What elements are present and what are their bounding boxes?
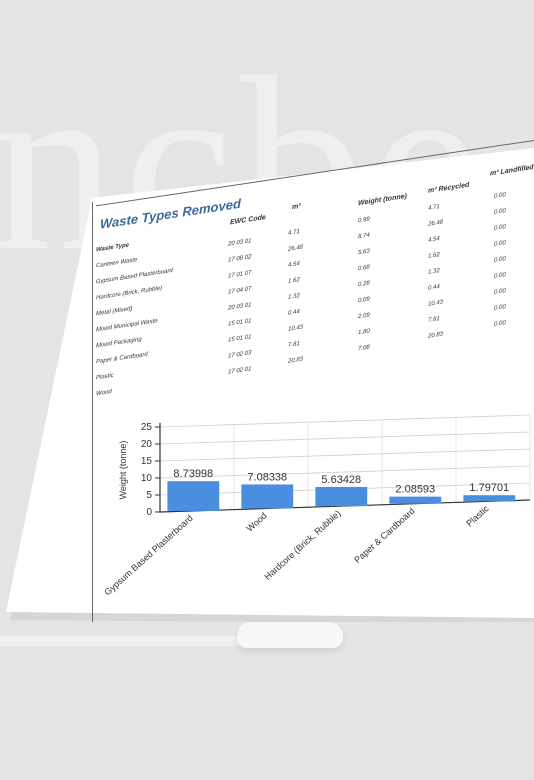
weight-cell: 0.99 [358,216,370,225]
ewc-code-cell: 17 04 07 [228,286,252,296]
waste-type-list: Waste Type Canteen Waste Gypsum Based Pl… [96,236,173,407]
m3-cell: 4.54 [288,260,300,269]
recycled-cell: 4.54 [428,236,440,244]
recycled-cell: 20.83 [428,331,444,340]
m3-cell: 10.43 [288,324,304,333]
ewc-code-cell: 15 01 01 [228,334,252,344]
ewc-code-cell: 17 02 01 [228,366,252,376]
grid-line [159,414,531,428]
x-category-label: Plastic [464,503,491,529]
y-tick-label: 5 [146,490,152,501]
monitor-stand-shadow [0,636,240,646]
chart-bar [315,486,368,507]
recycled-cell: 7.81 [428,316,440,324]
landfilled-cell: 0.00 [494,288,506,296]
landfilled-cell: 0.00 [494,320,506,328]
bar-data-label: 8.73998 [173,468,213,480]
recycled-cell: 4.71 [428,204,440,212]
x-category-label: Hardcore (Brick, Rubble) [262,508,342,582]
header-landfilled: m³ Landfilled [490,164,534,178]
chart-bar [241,484,294,509]
landfilled-cell: 0.00 [494,272,506,280]
document-left-rule [92,201,93,622]
recycled-cell: 10.43 [428,299,444,308]
landfilled-cell: 0.00 [494,240,506,248]
recycled-cell: 26.48 [428,219,444,228]
header-ewc-code: EWC Code [230,214,266,227]
weight-cell: 8.74 [358,232,370,241]
y-axis-label: Weight (tonne) [118,441,128,500]
ewc-code-cell: 17 01 07 [228,270,252,280]
landfilled-cell: 0.00 [494,224,506,232]
y-tick-label: 25 [141,422,153,433]
grid-line [159,465,531,479]
weight-cell: 0.09 [358,296,370,305]
m3-cell: 4.71 [288,228,300,237]
landfilled-cell: 0.00 [494,208,506,216]
ewc-code-cell: 20 03 01 [228,302,252,312]
weight-cell: 7.08 [358,344,370,353]
weight-cell: 0.68 [358,264,370,273]
m3-cell: 1.62 [288,276,300,285]
recycled-cell: 1.32 [428,268,440,276]
monitor-stand-base [237,622,343,648]
y-tick-label: 10 [141,473,153,484]
landfilled-cell: 0.00 [494,304,506,312]
m3-cell: 1.32 [288,292,300,301]
landfilled-cell: 0.00 [494,256,506,264]
landfilled-cell: 0.00 [494,192,506,200]
weight-cell: 5.63 [358,248,370,257]
y-tick-label: 20 [141,439,153,450]
header-recycled: m³ Recycled [428,181,470,195]
bar-data-label: 5.63428 [321,474,361,486]
y-tick-label: 15 [141,456,153,467]
x-category-label: Paper & Cardboard [352,506,416,565]
grid-line [159,431,531,445]
grid-line [159,448,531,462]
weight-cell: 0.28 [358,280,370,289]
bar-data-label: 2.08593 [395,484,435,496]
weight-cell: 1.80 [358,328,370,337]
chart-bar [463,495,516,502]
m3-cell: 26.48 [288,244,304,253]
bar-data-label: 7.08338 [247,471,287,483]
chart-bar [389,496,442,504]
m3-cell: 0.44 [288,308,300,317]
m3-cell: 20.83 [288,356,304,365]
m3-cell: 7.81 [288,340,300,349]
bar-data-label: 1.79701 [469,482,509,494]
waste-weight-chart: 0 5 10 15 20 25 Weight (tonne) 8.73998 Gypsum Ba… [102,410,531,597]
weight-cell: 2.09 [358,312,370,321]
y-tick-label: 0 [146,507,152,518]
header-weight: Weight (tonne) [358,192,407,208]
header-m3: m³ [292,202,301,212]
monitor-screen [6,148,534,618]
ewc-code-cell: 17 08 02 [228,254,252,264]
x-category-label: Wood [245,511,269,534]
chart-bar [167,481,220,511]
recycled-cell: 0.44 [428,284,440,292]
ewc-code-cell: 17 02 03 [228,350,252,360]
recycled-cell: 1.62 [428,252,440,260]
ewc-code-cell: 20 03 01 [228,238,252,248]
ewc-code-cell: 15 01 01 [228,318,252,328]
